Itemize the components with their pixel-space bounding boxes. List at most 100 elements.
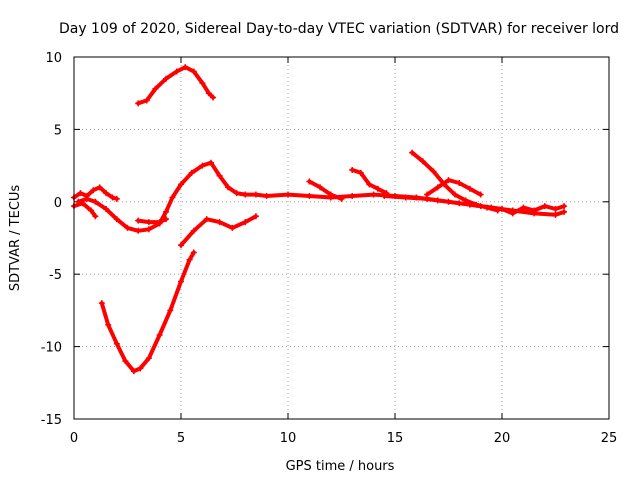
data-point-marker [317, 184, 324, 191]
data-point-marker [424, 195, 431, 202]
series-arc-12 [382, 194, 567, 217]
data-point-marker [178, 181, 184, 188]
data-point-marker [366, 181, 373, 188]
data-point-marker [105, 321, 112, 328]
data-point-marker [409, 149, 416, 156]
data-point-marker [190, 68, 197, 75]
data-point-marker [178, 242, 184, 249]
data-point-marker [113, 340, 120, 347]
data-point-marker [145, 219, 152, 226]
series-arc-11 [425, 178, 483, 197]
plot-frame [73, 56, 610, 420]
data-point-marker [98, 300, 105, 307]
data-point-marker [75, 198, 82, 205]
data-point-marker [381, 193, 388, 200]
data-point-marker [233, 190, 240, 197]
data-point-marker [541, 203, 548, 210]
data-point-marker [109, 194, 116, 201]
series-arc-7 [136, 217, 168, 225]
data-point-marker [199, 162, 206, 169]
data-point-marker [205, 90, 212, 97]
data-point-marker [552, 211, 559, 218]
data-point-marker [88, 207, 95, 214]
x-tick-label: 25 [601, 431, 618, 446]
data-point-marker [456, 179, 463, 186]
data-point-marker [190, 227, 197, 234]
data-point-marker [178, 278, 184, 285]
y-tick-label: -10 [41, 341, 62, 356]
data-point-marker [229, 224, 236, 231]
y-tick-label: -5 [49, 268, 62, 283]
data-point-marker [182, 64, 189, 71]
data-point-marker [137, 365, 144, 372]
x-tick-label: 10 [280, 431, 297, 446]
series-arc-5 [99, 250, 196, 374]
data-point-marker [92, 198, 99, 205]
data-point-marker [451, 191, 458, 198]
data-point-marker [210, 94, 217, 101]
data-point-marker [113, 195, 120, 202]
data-point-marker [225, 184, 232, 191]
data-point-marker [242, 191, 249, 198]
data-point-marker [338, 195, 345, 202]
data-point-marker [145, 355, 152, 362]
x-tick-label: 20 [494, 431, 511, 446]
data-point-marker [488, 204, 495, 211]
data-point-marker [306, 178, 313, 185]
data-point-marker [145, 226, 152, 233]
data-point-marker [252, 213, 259, 220]
chart-title: Day 109 of 2020, Sidereal Day-to-day VTE… [59, 21, 619, 37]
data-point-marker [90, 187, 97, 194]
data-point-marker [130, 368, 137, 375]
data-point-marker [96, 184, 103, 191]
data-point-marker [561, 203, 568, 210]
data-point-marker [135, 100, 142, 107]
data-point-marker [143, 97, 150, 104]
data-point-marker [466, 185, 473, 192]
data-point-marker [113, 216, 120, 223]
data-point-marker [466, 201, 473, 208]
data-point-marker [561, 208, 568, 215]
series-group [71, 64, 568, 375]
data-point-marker [77, 190, 84, 197]
data-point-marker [242, 219, 249, 226]
data-point-marker [552, 206, 559, 213]
data-point-marker [357, 169, 364, 176]
series-arc-4 [136, 65, 216, 106]
data-point-marker [216, 219, 223, 226]
data-point-marker [520, 204, 527, 211]
data-point-marker [167, 307, 174, 314]
data-point-marker [306, 193, 313, 200]
data-point-marker [163, 75, 170, 82]
y-tick-label: 10 [45, 51, 62, 66]
data-point-marker [156, 332, 163, 339]
data-point-marker [135, 217, 142, 224]
data-point-marker [83, 195, 90, 202]
data-point-marker [327, 191, 334, 198]
data-point-marker [199, 80, 206, 87]
y-tick-label: -15 [41, 413, 62, 428]
data-point-marker [434, 184, 441, 191]
data-point-marker [374, 185, 381, 192]
data-point-marker [122, 358, 129, 365]
data-point-marker [349, 166, 356, 173]
data-point-marker [349, 193, 356, 200]
data-point-marker [156, 219, 163, 226]
data-point-marker [152, 85, 159, 92]
data-point-marker [207, 159, 214, 166]
data-point-marker [477, 191, 484, 198]
data-point-marker [430, 168, 437, 175]
grid [74, 57, 609, 419]
data-point-marker [163, 208, 170, 215]
y-axis-label: SDTVAR / TECUs [8, 185, 23, 292]
data-point-marker [188, 169, 195, 176]
y-tick-label: 0 [54, 196, 62, 211]
data-point-marker [531, 210, 538, 217]
data-point-marker [216, 172, 223, 179]
data-point-marker [135, 227, 142, 234]
data-point-marker [103, 206, 110, 213]
series-arc-8 [307, 179, 344, 201]
data-point-marker [419, 158, 426, 165]
